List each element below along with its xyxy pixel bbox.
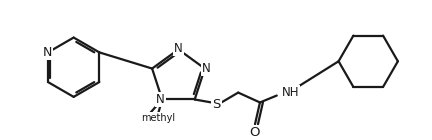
Text: NH: NH	[282, 86, 299, 99]
Text: N: N	[156, 93, 165, 106]
Text: N: N	[202, 62, 211, 75]
Text: O: O	[249, 126, 259, 139]
Text: S: S	[212, 98, 221, 111]
Text: methyl: methyl	[141, 113, 175, 123]
Text: N: N	[174, 42, 183, 55]
Text: N: N	[42, 46, 52, 59]
